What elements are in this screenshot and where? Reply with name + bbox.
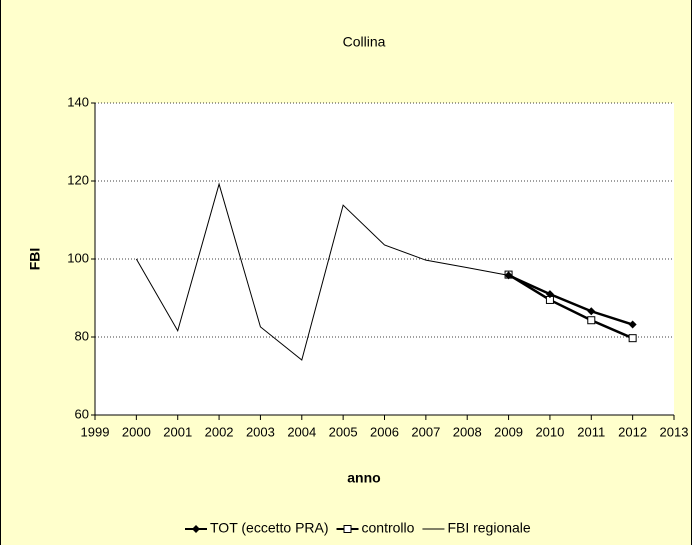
legend-label: TOT (eccetto PRA)	[210, 520, 329, 536]
marker	[504, 271, 513, 280]
x-tick-label: 2006	[370, 424, 399, 439]
x-tick-label: 2005	[329, 424, 358, 439]
marker	[628, 334, 637, 343]
marker	[545, 290, 554, 299]
marker	[587, 307, 596, 316]
series-line	[508, 274, 634, 326]
y-tick-label: 80	[75, 328, 89, 343]
marker	[192, 525, 200, 533]
x-tick-label: 2003	[246, 424, 275, 439]
y-axis-label: FBI	[27, 248, 43, 271]
x-tick-label: 2012	[618, 424, 647, 439]
x-tick-label: 2011	[577, 424, 605, 439]
y-tick-label: 120	[67, 172, 89, 187]
x-tick-label: 2001	[163, 424, 192, 439]
x-tick-label: 2000	[122, 424, 151, 439]
x-tick-label: 2010	[535, 424, 564, 439]
series-line	[507, 273, 634, 340]
x-tick-label: 2002	[205, 424, 234, 439]
x-tick-label: 2013	[660, 424, 689, 439]
x-tick-label: 2009	[494, 424, 523, 439]
x-tick-label: 2008	[453, 424, 482, 439]
chart-title: Collina	[343, 34, 386, 50]
x-tick-label: 2004	[287, 424, 316, 439]
x-tick-label: 1999	[81, 424, 110, 439]
marker	[587, 316, 596, 325]
marker	[343, 525, 352, 533]
y-tick-label: 60	[75, 406, 89, 421]
legend-label: controllo	[362, 520, 415, 536]
x-axis-label: anno	[347, 470, 380, 486]
y-tick-label: 140	[67, 94, 89, 109]
y-tick-label: 100	[67, 250, 89, 265]
marker	[628, 320, 637, 329]
legend-label: FBI regionale	[447, 520, 530, 536]
x-tick-label: 2007	[411, 424, 440, 439]
